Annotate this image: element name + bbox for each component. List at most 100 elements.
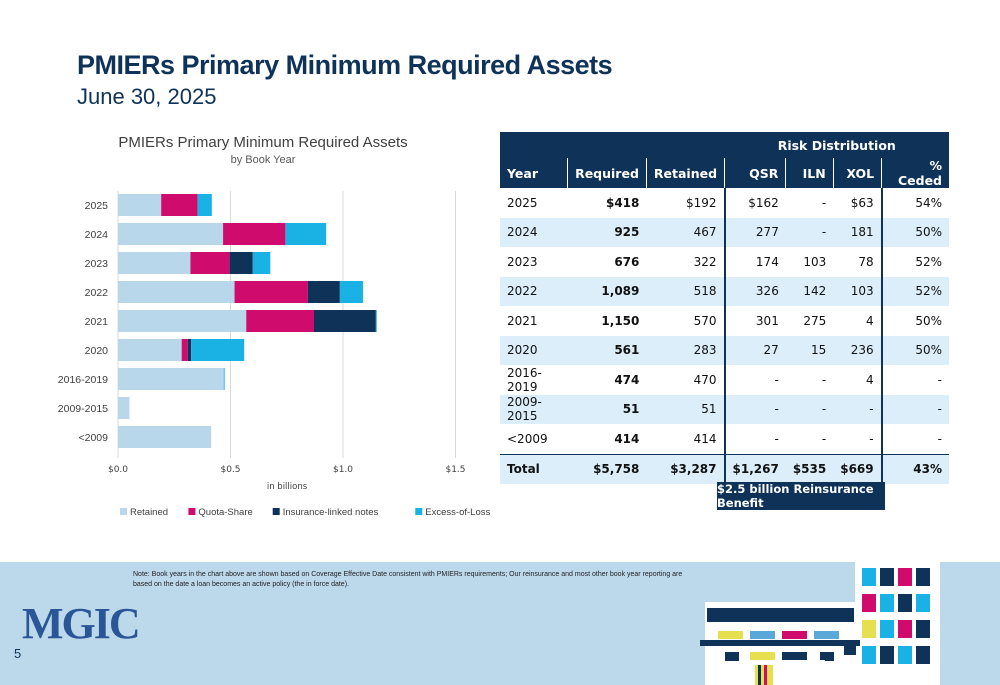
table-cell: -: [937, 372, 942, 387]
bar-segment: [339, 281, 364, 303]
column-header: QSR: [724, 158, 786, 188]
bar-segment: [118, 426, 212, 448]
bar-segment: [161, 194, 198, 216]
legend-swatch: [415, 508, 423, 515]
y-tick-label: 2022: [85, 287, 109, 299]
table-cell: -: [937, 431, 942, 446]
table-cell: 1,150: [601, 313, 640, 328]
bar-segment: [285, 223, 327, 245]
table-cell: -: [821, 372, 827, 387]
column-header: Required: [567, 158, 647, 188]
table-cell: 51: [646, 394, 725, 424]
table-cell: 275: [803, 313, 827, 328]
table-cell: $192: [685, 195, 717, 210]
bar-segment: [307, 281, 340, 303]
table-cell: $418: [605, 195, 640, 210]
table-cell: $3,287: [646, 453, 725, 484]
table-cell: 676: [614, 254, 640, 269]
table-cell: 467: [646, 217, 725, 247]
table-cell: 103: [833, 276, 883, 306]
table-cell: -: [723, 365, 786, 395]
table-cell: $1,267: [723, 453, 786, 484]
table-cell: 52%: [881, 276, 949, 306]
page-title: PMIERs Primary Minimum Required Assets: [77, 50, 613, 80]
column-header: Retained: [645, 158, 725, 188]
table-cell: -: [881, 394, 949, 424]
table-cell: 925: [567, 217, 647, 247]
table-cell: 326: [723, 276, 786, 306]
table-row: 2024 925 467 277-181 50%: [500, 217, 949, 247]
table-cell: 301: [723, 306, 786, 336]
table-cell: 277: [723, 217, 786, 247]
table-cell: $5,758: [567, 453, 647, 484]
page-number: 5: [14, 646, 22, 661]
x-tick-label: $0.5: [220, 465, 240, 475]
table-total-row: Total $5,758 $3,287 $1,267 $535 $669 43%: [500, 453, 949, 484]
table-cell: 518: [646, 276, 725, 306]
table-cell: -: [785, 394, 834, 424]
stacked-bar-chart: PMIERs Primary Minimum Required Assets by…: [58, 134, 490, 518]
table-cell: 414: [693, 431, 717, 446]
y-tick-label: 2024: [85, 229, 109, 241]
building-illustration-icon: [700, 560, 940, 685]
table-cell: -: [833, 394, 883, 424]
bar-segment: [118, 339, 182, 361]
bar-segment: [234, 281, 308, 303]
table-cell: 78: [833, 247, 883, 277]
table-row: 2009-2015 51 51- - - -: [500, 394, 949, 424]
table-row: 2025 $418 $192 $162 - $63 54%: [500, 188, 949, 218]
page-subtitle: June 30, 2025: [77, 84, 217, 109]
x-tick-label: $1.5: [445, 465, 465, 475]
x-tick-label: $1.0: [333, 465, 353, 475]
bar-segment: [246, 310, 314, 332]
legend-swatch: [272, 508, 280, 515]
bar-segment: [190, 252, 230, 274]
table-cell: 2009-2015: [500, 394, 568, 424]
table-header-row: Year Required Retained QSR ILN XOL% Ceded: [500, 158, 949, 188]
bar-segment: [118, 223, 224, 245]
y-tick-label: 2025: [85, 200, 109, 212]
table-cell: -: [723, 394, 786, 424]
bar-segment: [181, 339, 188, 361]
table-row: 2021 1,150 570 301 275 4 50%: [500, 306, 949, 336]
table-cell: -: [833, 424, 883, 454]
risk-distribution-table: Risk Distribution Year Required Retained QS…: [500, 132, 949, 484]
bar-segment: [118, 281, 235, 303]
table-cell: 2023: [507, 254, 538, 269]
legend-label: Excess-of-Loss: [425, 507, 490, 518]
bar-segment: [118, 252, 191, 274]
table-cell: -: [821, 195, 827, 210]
bar-segment: [118, 194, 162, 216]
table-cell: -: [785, 217, 834, 247]
table-cell: 236: [833, 335, 883, 365]
table-row: 2022 1,089 518 326 142 103 52%: [500, 276, 949, 306]
table-cell: -: [821, 431, 827, 446]
table-cell: 174: [723, 247, 786, 277]
x-tick-label: $0.0: [108, 465, 128, 475]
table-cell: $162: [723, 188, 786, 218]
table-cell: $669: [833, 453, 883, 484]
table-cell: $535: [785, 453, 834, 484]
table-cell: 4: [833, 365, 883, 395]
table-cell: 561: [567, 335, 647, 365]
bar-segment: [223, 223, 286, 245]
table-title: Risk Distribution: [724, 132, 949, 158]
table-cell: 51: [567, 394, 647, 424]
table-cell: 570: [693, 313, 717, 328]
table-cell: 2016-2019: [507, 365, 542, 394]
bar-segment: [118, 368, 224, 390]
bar-segment: [229, 252, 253, 274]
table-cell: <2009: [507, 431, 548, 446]
legend-label: Retained: [130, 507, 168, 518]
bar-segment: [187, 339, 192, 361]
table-cell: 2020: [500, 335, 568, 365]
y-tick-label: <2009: [79, 432, 109, 444]
bar-segment: [313, 310, 376, 332]
table-cell: 474: [614, 372, 640, 387]
table-row: 2020 561 283 27 15 236 50%: [500, 335, 949, 365]
table-cell: 2024: [500, 217, 568, 247]
table-cell: 27: [723, 335, 786, 365]
footnote: Note: Book years in the chart above are …: [133, 571, 683, 588]
bar-segment: [118, 397, 130, 419]
table-cell: 181: [833, 217, 883, 247]
